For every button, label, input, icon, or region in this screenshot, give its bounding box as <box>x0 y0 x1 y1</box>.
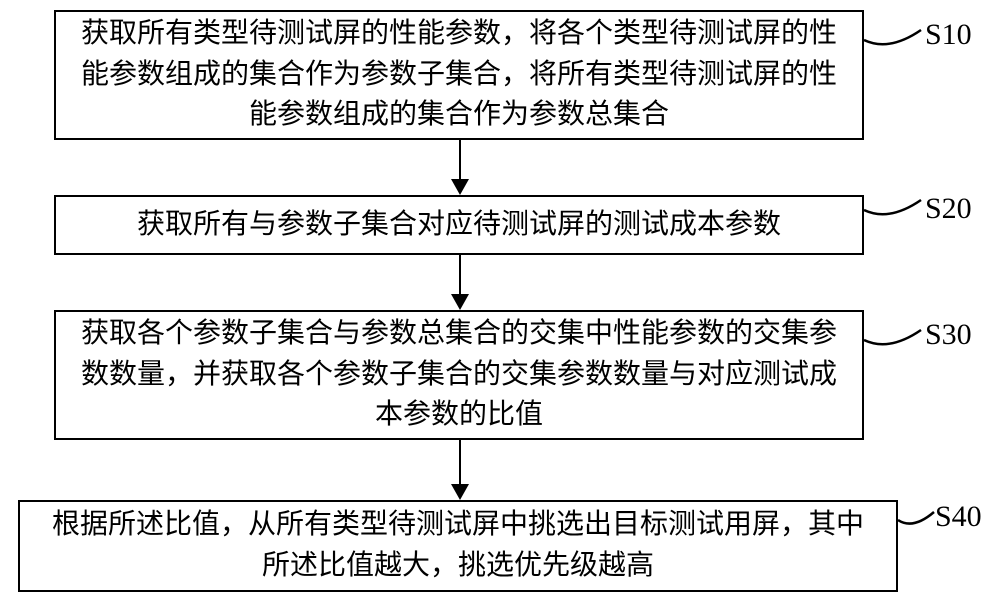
arrow-2-head <box>451 294 469 310</box>
connector-s10 <box>864 22 924 52</box>
arrow-3-head <box>451 484 469 500</box>
arrow-2-line <box>459 255 461 294</box>
arrow-3-line <box>459 440 461 484</box>
step-box-s40: 根据所述比值，从所有类型待测试屏中挑选出目标测试用屏，其中所述比值越大，挑选优先… <box>18 500 898 592</box>
step-box-s10: 获取所有类型待测试屏的性能参数，将各个类型待测试屏的性能参数组成的集合作为参数子… <box>54 10 864 140</box>
arrow-1-line <box>459 140 461 179</box>
step-label-s10: S10 <box>925 18 972 52</box>
arrow-1-head <box>451 179 469 195</box>
connector-s40 <box>898 502 938 532</box>
connector-s30 <box>864 322 924 352</box>
connector-s20 <box>864 192 924 222</box>
step-box-s20: 获取所有与参数子集合对应待测试屏的测试成本参数 <box>54 195 864 255</box>
step-box-s30: 获取各个参数子集合与参数总集合的交集中性能参数的交集参数数量，并获取各个参数子集… <box>54 310 864 440</box>
step-text-s20: 获取所有与参数子集合对应待测试屏的测试成本参数 <box>137 205 781 246</box>
step-text-s30: 获取各个参数子集合与参数总集合的交集中性能参数的交集参数数量，并获取各个参数子集… <box>76 314 842 436</box>
step-label-s30: S30 <box>925 318 972 352</box>
step-label-s20: S20 <box>925 192 972 226</box>
step-text-s10: 获取所有类型待测试屏的性能参数，将各个类型待测试屏的性能参数组成的集合作为参数子… <box>76 14 842 136</box>
step-label-s40: S40 <box>935 500 982 534</box>
flowchart-canvas: 获取所有类型待测试屏的性能参数，将各个类型待测试屏的性能参数组成的集合作为参数子… <box>0 0 1000 615</box>
step-text-s40: 根据所述比值，从所有类型待测试屏中挑选出目标测试用屏，其中所述比值越大，挑选优先… <box>40 505 876 586</box>
